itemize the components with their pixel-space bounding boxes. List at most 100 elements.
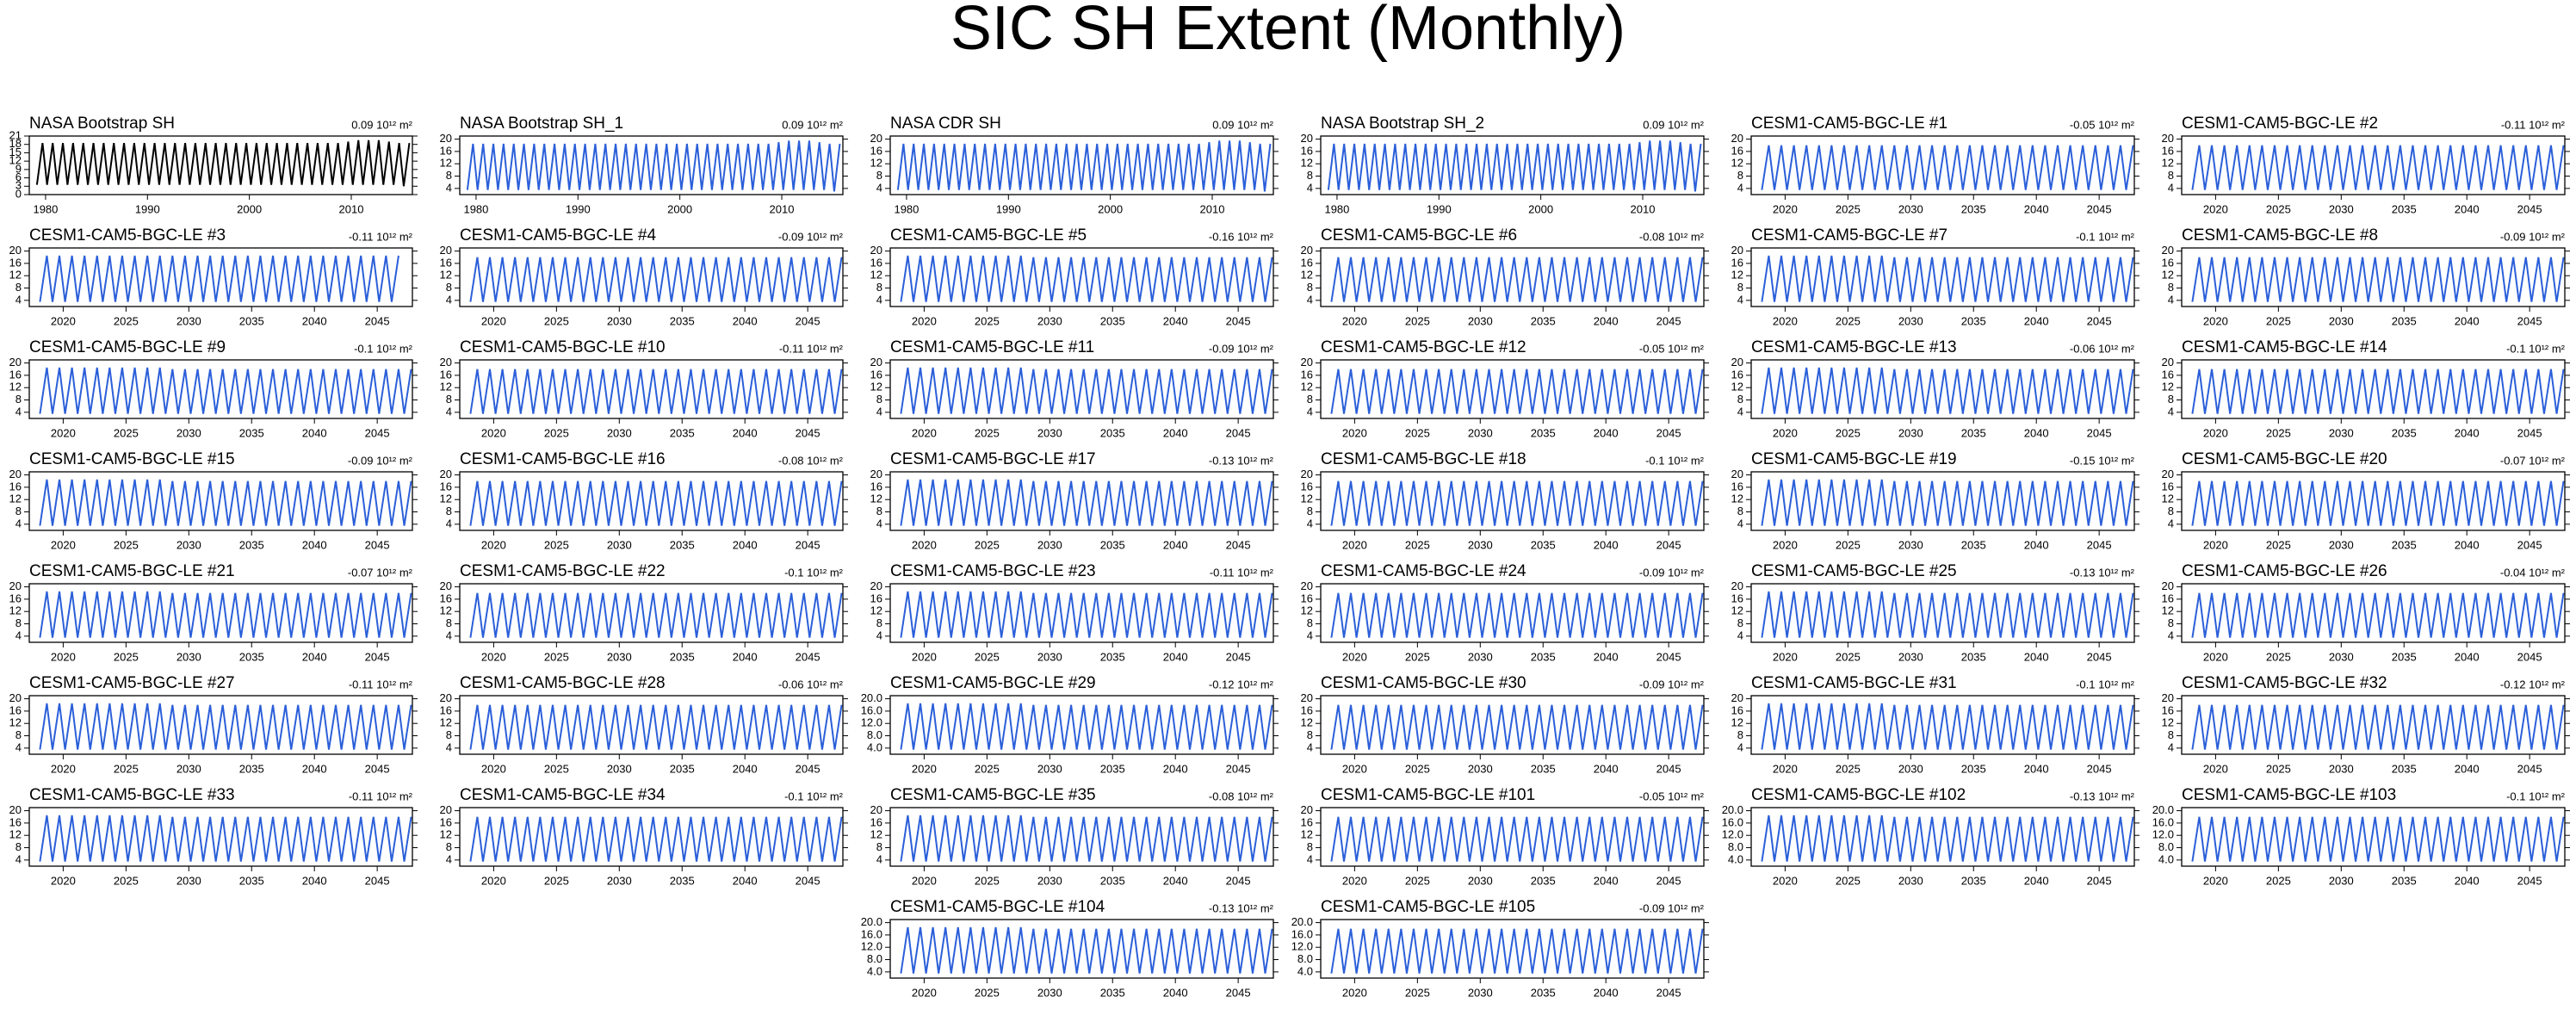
y-tick-label: 12 <box>440 381 452 393</box>
x-tick-label: 1990 <box>135 202 160 215</box>
series-line <box>1330 369 1704 414</box>
y-tick-label: 20 <box>9 244 22 257</box>
series-line <box>469 816 843 862</box>
y-tick-label: 16 <box>870 592 882 604</box>
y-tick-label: 12 <box>1301 716 1313 729</box>
x-tick-label: 2035 <box>1531 650 1556 663</box>
y-tick-label: 4.0 <box>2158 852 2174 865</box>
panel-title: CESM1-CAM5-BGC-LE #2 <box>2182 115 2378 133</box>
y-tick-label: 16 <box>440 144 452 157</box>
y-tick-label: 16 <box>1301 592 1313 604</box>
y-tick-label: 8 <box>1307 505 1313 517</box>
series-line <box>1761 815 2134 862</box>
y-tick-label: 8 <box>1307 840 1313 853</box>
x-tick-label: 2000 <box>667 202 692 215</box>
y-tick-label: 16 <box>440 480 452 492</box>
x-tick-label: 2040 <box>1163 538 1188 551</box>
x-tick-label: 2035 <box>1531 538 1556 551</box>
x-tick-label: 2030 <box>176 426 201 439</box>
x-tick-label: 2045 <box>1656 650 1681 663</box>
panel: CESM1-CAM5-BGC-LE #10 -0.11 10¹² m² 481216… <box>440 338 848 439</box>
x-tick-label: 2040 <box>733 874 758 887</box>
x-tick-label: 2025 <box>1836 538 1861 551</box>
y-tick-label: 12 <box>1731 716 1743 729</box>
plot-frame <box>1750 583 2135 643</box>
x-tick-label: 2035 <box>2392 762 2417 775</box>
x-tick-label: 2035 <box>2392 314 2417 327</box>
x-tick-label: 2045 <box>1226 650 1251 663</box>
x-tick-label: 2025 <box>975 762 1000 775</box>
y-tick-label: 16 <box>1301 815 1313 828</box>
y-tick-label: 20 <box>2162 132 2174 145</box>
x-tick-label: 2040 <box>733 762 758 775</box>
x-tick-label: 2030 <box>607 874 632 887</box>
panel-title: CESM1-CAM5-BGC-LE #4 <box>460 226 656 245</box>
y-tick-label: 18 <box>9 137 22 150</box>
panel-annotation: -0.06 10¹² m² <box>778 678 844 691</box>
x-tick-label: 2035 <box>670 314 695 327</box>
plot-frame <box>459 583 844 643</box>
x-tick-label: 2045 <box>2087 202 2112 215</box>
panel: CESM1-CAM5-BGC-LE #14 -0.1 10¹² m²4812162… <box>2162 338 2570 439</box>
y-tick-label: 16 <box>1301 256 1313 269</box>
x-tick-label: 2030 <box>1037 762 1062 775</box>
x-tick-label: 2025 <box>114 426 139 439</box>
x-tick-label: 2020 <box>1342 650 1367 663</box>
panel: NASA Bootstrap SH 0.09 10¹² m²03691215182… <box>9 115 418 215</box>
y-tick-label: 12 <box>1301 828 1313 841</box>
plot-frame <box>459 359 844 419</box>
y-tick-label: 8 <box>876 840 882 853</box>
plot-frame <box>1750 247 2135 307</box>
y-tick-label: 8 <box>2168 281 2174 294</box>
y-tick-label: 20 <box>440 803 452 816</box>
plot-frame <box>1320 583 1705 643</box>
panel-title: CESM1-CAM5-BGC-LE #104 <box>890 898 1105 916</box>
y-tick-label: 20 <box>9 691 22 704</box>
y-tick-label: 8 <box>446 728 452 741</box>
panel-title: NASA CDR SH <box>890 115 1001 133</box>
y-tick-label: 4.0 <box>1297 964 1313 977</box>
x-tick-label: 2025 <box>114 314 139 327</box>
y-tick-label: 16.0 <box>861 927 882 940</box>
x-tick-label: 2030 <box>607 538 632 551</box>
panel-annotation: -0.09 10¹² m² <box>1639 901 1705 914</box>
y-tick-label: 20 <box>1731 579 1743 592</box>
x-tick-label: 2030 <box>2329 762 2354 775</box>
x-tick-label: 2010 <box>770 202 795 215</box>
y-tick-label: 4 <box>876 293 882 306</box>
panel-annotation: -0.1 10¹² m² <box>2076 678 2135 691</box>
series-line <box>900 926 1273 974</box>
x-tick-label: 2035 <box>1531 874 1556 887</box>
x-tick-label: 2020 <box>2203 314 2228 327</box>
y-tick-label: 12 <box>2162 157 2174 170</box>
plot-frame <box>459 247 844 307</box>
x-tick-label: 2025 <box>114 762 139 775</box>
y-tick-label: 20 <box>1731 356 1743 369</box>
x-tick-label: 2020 <box>1342 762 1367 775</box>
panel-title: NASA Bootstrap SH_1 <box>460 115 623 133</box>
panel-title: CESM1-CAM5-BGC-LE #24 <box>1321 562 1526 580</box>
y-tick-label: 12 <box>1731 269 1743 282</box>
plot-frame <box>889 583 1274 643</box>
y-tick-label: 16 <box>2162 592 2174 604</box>
y-tick-label: 4 <box>15 293 22 306</box>
x-tick-label: 2025 <box>2266 874 2291 887</box>
y-tick-label: 16 <box>440 368 452 381</box>
panel-title: CESM1-CAM5-BGC-LE #23 <box>890 562 1096 580</box>
x-tick-label: 2040 <box>1594 426 1619 439</box>
panel: CESM1-CAM5-BGC-LE #105 -0.09 10¹² m² 4.08.… <box>1291 898 1709 999</box>
y-tick-label: 6 <box>15 170 22 183</box>
panel-annotation: -0.1 10¹² m² <box>784 790 844 802</box>
x-tick-label: 2040 <box>1163 314 1188 327</box>
x-tick-label: 2045 <box>2517 874 2542 887</box>
x-tick-label: 2030 <box>1037 426 1062 439</box>
series-line <box>39 815 412 862</box>
y-tick-label: 15 <box>9 146 22 158</box>
y-tick-label: 20 <box>440 244 452 257</box>
x-tick-label: 2035 <box>1961 538 1986 551</box>
y-tick-label: 4 <box>2168 405 2174 418</box>
panel-annotation: -0.08 10¹² m² <box>1209 790 1274 802</box>
x-tick-label: 2045 <box>1656 538 1681 551</box>
series-line <box>1761 591 2134 638</box>
x-tick-label: 2020 <box>1773 762 1798 775</box>
